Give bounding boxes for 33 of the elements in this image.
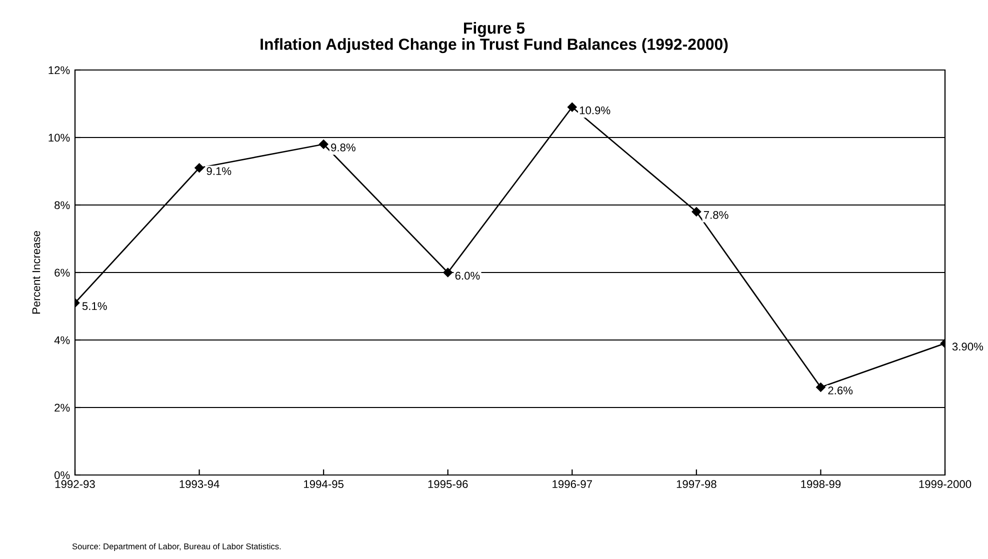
x-tick-label: 1994-95: [304, 480, 344, 488]
point: [443, 268, 452, 278]
y-tick-label: 12%: [48, 66, 70, 74]
data-label: 7.8%: [704, 211, 728, 219]
y-tick-label: 2%: [54, 404, 70, 412]
x-tick-label: 1998-99: [801, 480, 841, 488]
data-label: 5.1%: [82, 302, 107, 310]
data-label: 2.6%: [828, 386, 853, 394]
y-tick-label: 6%: [54, 268, 70, 277]
chart-subtitle: Inflation Adjusted Change in Trust Fund Balances (1992-2000): [260, 38, 728, 54]
data-label: 3.90%: [952, 342, 984, 351]
source-note: Source: Department of Labor, Bureau of Labor Statistics.: [72, 543, 281, 551]
y-tick-label: 0%: [54, 471, 70, 480]
point: [568, 102, 577, 112]
x-tick-label: 1999-2000: [919, 480, 972, 488]
y-tick-label: 8%: [54, 201, 70, 210]
x-tick-label: 1996-97: [552, 480, 592, 488]
point: [318, 140, 328, 149]
x-tick-label: 1995-96: [428, 480, 468, 488]
data-label: 6.0%: [455, 272, 480, 280]
x-tick-label: 1997-98: [676, 480, 716, 488]
data-label: 9.8%: [331, 144, 356, 152]
data-label: 9.1%: [206, 167, 232, 176]
y-tick-label: 4%: [54, 336, 70, 344]
chart-title: Figure 5: [464, 22, 525, 37]
y-tick-label: 10%: [48, 134, 70, 142]
y-axis-title: Percent Increase: [32, 230, 40, 314]
x-tick-label: 1992-93: [55, 480, 95, 488]
point: [692, 207, 702, 216]
data-label: 10.9%: [580, 106, 610, 114]
x-tick-label: 1993-94: [180, 480, 220, 488]
point: [194, 163, 204, 172]
point: [816, 382, 826, 392]
